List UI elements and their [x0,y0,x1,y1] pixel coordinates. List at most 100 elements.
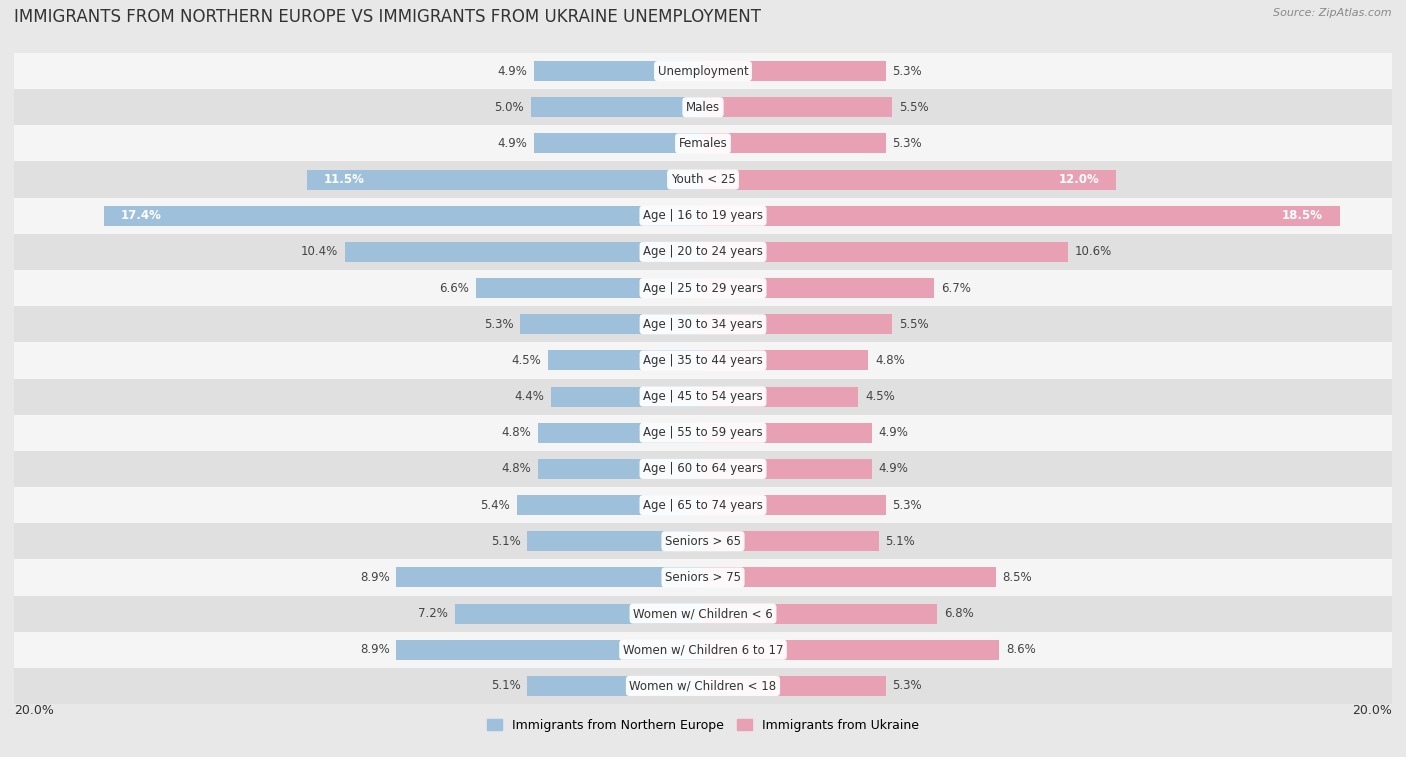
Text: 11.5%: 11.5% [323,173,366,186]
Text: 4.9%: 4.9% [879,426,908,439]
Bar [14,559,1392,596]
Text: Age | 20 to 24 years: Age | 20 to 24 years [643,245,763,258]
Bar [14,415,1392,451]
Text: 4.4%: 4.4% [515,390,544,403]
Bar [396,568,703,587]
Text: 17.4%: 17.4% [121,209,162,223]
Text: 5.3%: 5.3% [893,680,922,693]
Bar [703,206,1340,226]
Text: Unemployment: Unemployment [658,64,748,77]
Text: 5.1%: 5.1% [491,680,520,693]
Bar [534,133,703,154]
Text: 5.5%: 5.5% [900,101,929,114]
Bar [475,278,703,298]
Text: 5.1%: 5.1% [491,534,520,548]
Text: 10.6%: 10.6% [1076,245,1112,258]
Bar [703,133,886,154]
Bar [14,668,1392,704]
Text: Age | 45 to 54 years: Age | 45 to 54 years [643,390,763,403]
Text: Age | 30 to 34 years: Age | 30 to 34 years [643,318,763,331]
Text: Age | 65 to 74 years: Age | 65 to 74 years [643,499,763,512]
Text: 7.2%: 7.2% [418,607,449,620]
Text: 18.5%: 18.5% [1282,209,1323,223]
Legend: Immigrants from Northern Europe, Immigrants from Ukraine: Immigrants from Northern Europe, Immigra… [482,714,924,737]
Text: Women w/ Children 6 to 17: Women w/ Children 6 to 17 [623,643,783,656]
Bar [520,314,703,334]
Bar [14,631,1392,668]
Bar [14,378,1392,415]
Bar [531,98,703,117]
Bar [14,342,1392,378]
Text: 4.9%: 4.9% [498,137,527,150]
Text: 4.8%: 4.8% [501,426,531,439]
Bar [703,495,886,515]
Bar [703,603,938,624]
Text: Age | 16 to 19 years: Age | 16 to 19 years [643,209,763,223]
Text: Seniors > 65: Seniors > 65 [665,534,741,548]
Bar [14,270,1392,306]
Text: 20.0%: 20.0% [14,704,53,717]
Text: 5.3%: 5.3% [893,64,922,77]
Bar [527,676,703,696]
Text: Women w/ Children < 6: Women w/ Children < 6 [633,607,773,620]
Bar [344,242,703,262]
Text: 4.9%: 4.9% [879,463,908,475]
Text: Age | 25 to 29 years: Age | 25 to 29 years [643,282,763,294]
Text: 10.4%: 10.4% [301,245,337,258]
Bar [703,98,893,117]
Text: 8.5%: 8.5% [1002,571,1032,584]
Bar [703,242,1069,262]
Bar [527,531,703,551]
Text: 8.6%: 8.6% [1007,643,1036,656]
Bar [14,53,1392,89]
Bar [703,640,1000,659]
Text: Males: Males [686,101,720,114]
Bar [703,61,886,81]
Bar [14,306,1392,342]
Bar [703,568,995,587]
Bar [14,234,1392,270]
Text: Females: Females [679,137,727,150]
Bar [517,495,703,515]
Bar [307,170,703,189]
Bar [703,387,858,407]
Text: 5.4%: 5.4% [481,499,510,512]
Text: 4.8%: 4.8% [875,354,905,367]
Bar [703,531,879,551]
Text: 5.3%: 5.3% [484,318,513,331]
Text: 5.0%: 5.0% [495,101,524,114]
Bar [14,487,1392,523]
Bar [537,459,703,479]
Text: Youth < 25: Youth < 25 [671,173,735,186]
Bar [14,523,1392,559]
Text: 12.0%: 12.0% [1059,173,1099,186]
Text: Seniors > 75: Seniors > 75 [665,571,741,584]
Text: 4.5%: 4.5% [512,354,541,367]
Bar [14,198,1392,234]
Text: 5.5%: 5.5% [900,318,929,331]
Text: 20.0%: 20.0% [1353,704,1392,717]
Text: 5.1%: 5.1% [886,534,915,548]
Bar [703,314,893,334]
Bar [703,170,1116,189]
Text: 6.8%: 6.8% [945,607,974,620]
Bar [396,640,703,659]
Text: 4.8%: 4.8% [501,463,531,475]
Text: IMMIGRANTS FROM NORTHERN EUROPE VS IMMIGRANTS FROM UKRAINE UNEMPLOYMENT: IMMIGRANTS FROM NORTHERN EUROPE VS IMMIG… [14,8,761,26]
Bar [14,451,1392,487]
Text: 4.5%: 4.5% [865,390,894,403]
Text: 4.9%: 4.9% [498,64,527,77]
Bar [14,596,1392,631]
Bar [534,61,703,81]
Text: 5.3%: 5.3% [893,137,922,150]
Text: 5.3%: 5.3% [893,499,922,512]
Text: 6.6%: 6.6% [439,282,468,294]
Bar [14,126,1392,161]
Text: Women w/ Children < 18: Women w/ Children < 18 [630,680,776,693]
Bar [537,423,703,443]
Bar [703,423,872,443]
Text: 6.7%: 6.7% [941,282,970,294]
Bar [703,278,934,298]
Text: Source: ZipAtlas.com: Source: ZipAtlas.com [1274,8,1392,17]
Bar [703,676,886,696]
